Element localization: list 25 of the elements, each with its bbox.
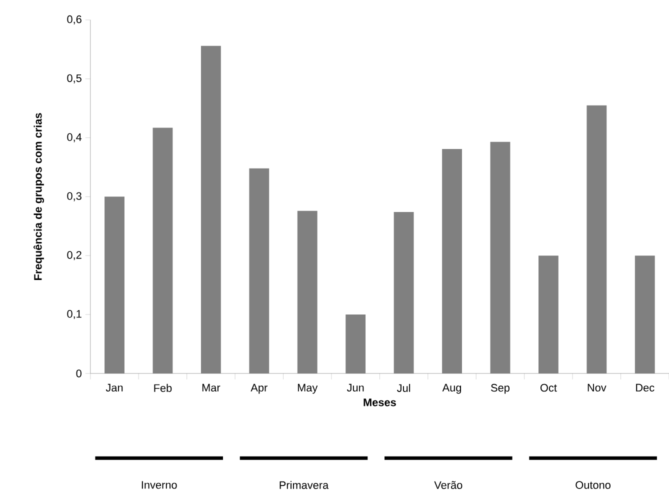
- x-tick-label: Jul: [397, 384, 410, 392]
- x-tick-label: Apr: [250, 384, 268, 394]
- x-tick-label: Aug: [442, 384, 462, 394]
- x-tick-label: Oct: [540, 384, 557, 392]
- text: Primavera: [280, 480, 329, 490]
- y-tick-label: 0: [76, 370, 82, 378]
- text: Verão: [434, 481, 462, 489]
- x-tick-label: Jan: [106, 384, 123, 392]
- x-tick-label: May: [298, 384, 318, 394]
- x-tick-label: Nov: [588, 384, 606, 392]
- x-tick-label: Dec: [636, 384, 654, 392]
- y-tick-label: 0,4: [67, 133, 82, 142]
- text: Inverno: [142, 481, 177, 489]
- y-tick-label: 0,3: [67, 192, 82, 202]
- y-tick-label: 0,6: [67, 15, 82, 24]
- y-tick-label: 0,1: [67, 310, 82, 320]
- x-axis-title: Meses: [364, 398, 396, 406]
- x-tick-label: Jun: [346, 384, 364, 392]
- x-tick-label: Sep: [491, 384, 510, 394]
- y-tick-label: 0,2: [67, 251, 82, 260]
- y-tick-label: 0,5: [67, 74, 82, 84]
- y-axis-title: Frequência de grupos com crias: [34, 113, 44, 280]
- x-tick-label: Mar: [202, 384, 220, 392]
- x-tick-label: Feb: [154, 384, 172, 392]
- text: Outono: [576, 481, 610, 489]
